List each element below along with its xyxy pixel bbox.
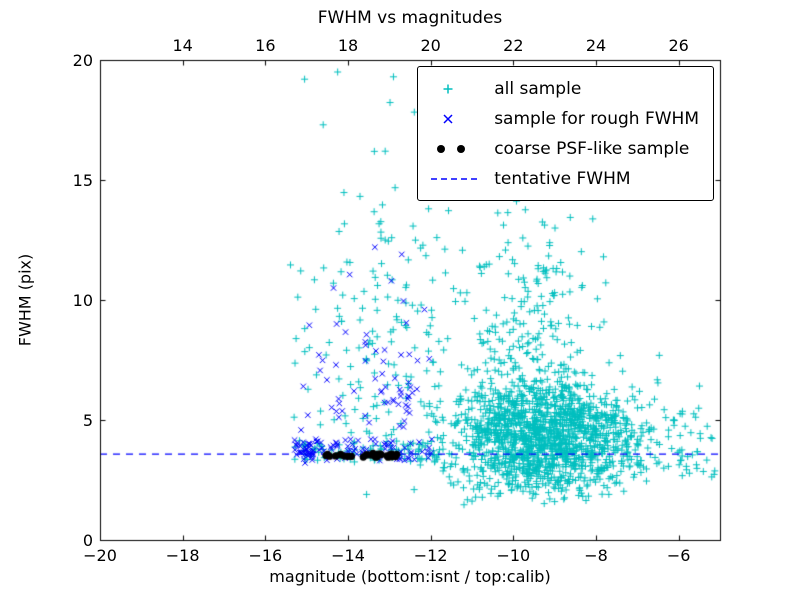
legend: all sample sample for rough FWHM coarse … <box>417 66 714 201</box>
legend-label: coarse PSF-like sample <box>494 138 690 159</box>
chart-title: FWHM vs magnitudes <box>317 8 503 28</box>
legend-entry-tentative-fwhm: tentative FWHM <box>428 165 699 192</box>
y-axis-label: FWHM (pix) <box>15 253 35 347</box>
dot-pair-marker-icon <box>437 144 466 153</box>
x-axis-label: magnitude (bottom:isnt / top:calib) <box>269 567 551 586</box>
legend-entry-rough-fwhm-sample: sample for rough FWHM <box>428 105 699 132</box>
legend-label: all sample <box>494 78 582 99</box>
legend-entry-all-sample: all sample <box>428 75 699 102</box>
legend-entry-psf-like-sample: coarse PSF-like sample <box>428 135 699 162</box>
legend-label: sample for rough FWHM <box>494 108 699 129</box>
legend-label: tentative FWHM <box>494 168 631 189</box>
dashed-line-icon <box>431 177 482 180</box>
plus-marker-icon <box>443 84 453 93</box>
x-marker-icon <box>443 113 453 124</box>
